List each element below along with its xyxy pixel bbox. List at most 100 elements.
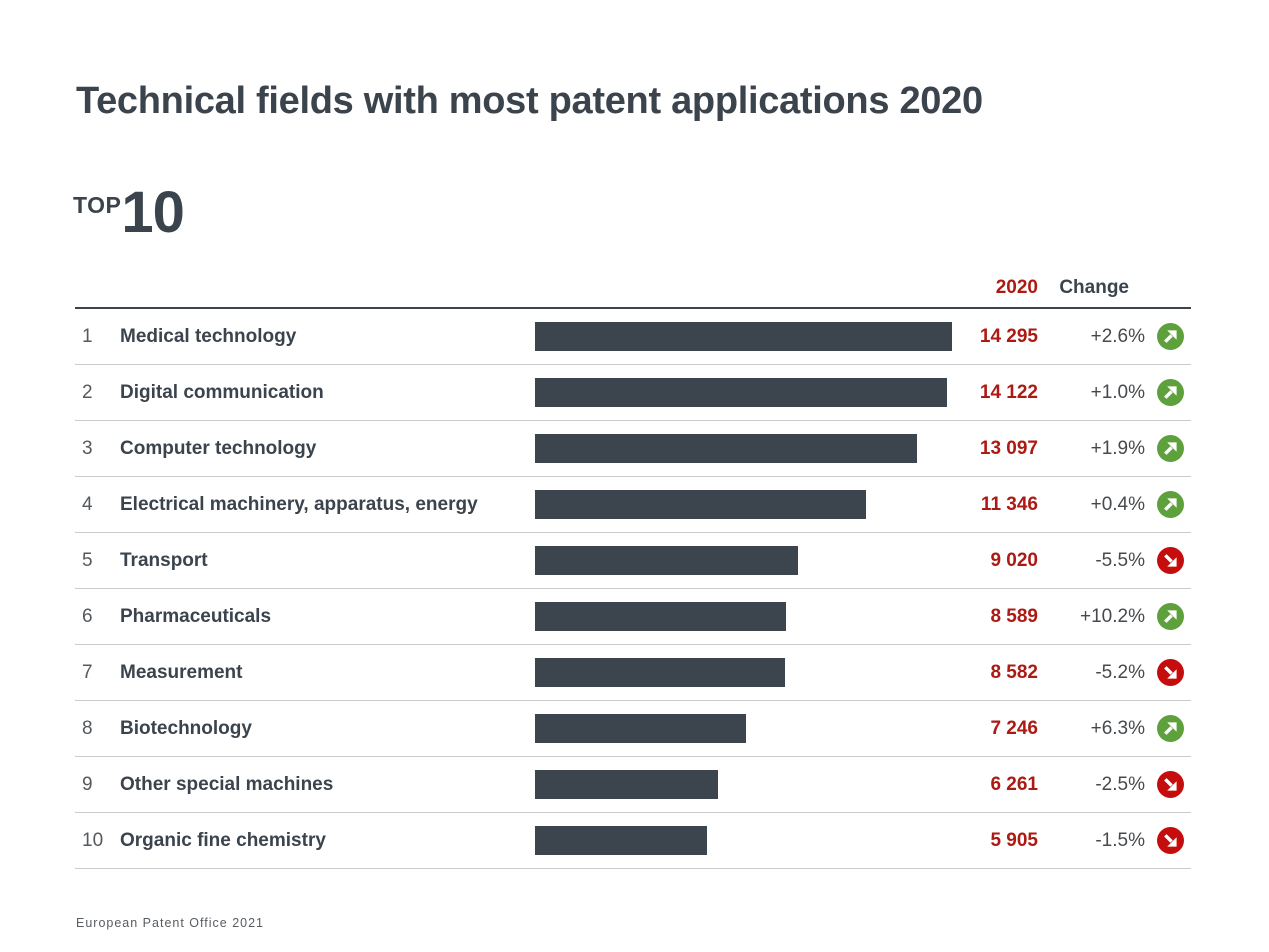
value-2020: 6 261	[990, 773, 1038, 795]
table-row: 10 Organic fine chemistry 5 905 -1.5%	[75, 813, 1191, 869]
field-name: Digital communication	[120, 381, 324, 403]
change-percent: -5.5%	[1095, 549, 1145, 571]
value-2020: 9 020	[990, 549, 1038, 571]
table-row: 5 Transport 9 020 -5.5%	[75, 533, 1191, 589]
table-row: 2 Digital communication 14 122 +1.0%	[75, 365, 1191, 421]
bar	[535, 770, 718, 799]
bar	[535, 378, 947, 407]
top10-badge: TOP 10	[73, 180, 185, 245]
bar-cell	[535, 378, 962, 407]
rank-number: 10	[82, 829, 104, 851]
field-name: Electrical machinery, apparatus, energy	[120, 493, 478, 515]
trend-up-icon	[1157, 323, 1184, 350]
bar	[535, 714, 746, 743]
trend-up-icon	[1157, 491, 1184, 518]
field-name: Medical technology	[120, 325, 297, 347]
table-row: 8 Biotechnology 7 246 +6.3%	[75, 701, 1191, 757]
table-row: 1 Medical technology 14 295 +2.6%	[75, 309, 1191, 365]
bar	[535, 490, 866, 519]
field-name: Organic fine chemistry	[120, 829, 326, 851]
top-number: 10	[121, 180, 185, 245]
bar-cell	[535, 714, 962, 743]
trend-up-icon	[1157, 603, 1184, 630]
trend-icon-cell	[1157, 659, 1191, 686]
trend-up-icon	[1157, 379, 1184, 406]
field-name: Transport	[120, 549, 208, 571]
bar	[535, 826, 707, 855]
table-row: 4 Electrical machinery, apparatus, energ…	[75, 477, 1191, 533]
trend-up-icon	[1157, 435, 1184, 462]
field-name: Other special machines	[120, 773, 334, 795]
change-percent: +10.2%	[1080, 605, 1145, 627]
value-2020: 5 905	[990, 829, 1038, 851]
rank-number: 9	[82, 773, 93, 795]
table-row: 9 Other special machines 6 261 -2.5%	[75, 757, 1191, 813]
trend-icon-cell	[1157, 715, 1191, 742]
trend-icon-cell	[1157, 435, 1191, 462]
bar-cell	[535, 770, 962, 799]
value-2020: 14 295	[979, 325, 1038, 347]
change-percent: -2.5%	[1095, 773, 1145, 795]
trend-icon-cell	[1157, 771, 1191, 798]
table-row: 7 Measurement 8 582 -5.2%	[75, 645, 1191, 701]
value-2020: 13 097	[979, 437, 1038, 459]
table-row: 6 Pharmaceuticals 8 589 +10.2%	[75, 589, 1191, 645]
value-2020: 8 589	[990, 605, 1038, 627]
bar	[535, 322, 952, 351]
trend-icon-cell	[1157, 547, 1191, 574]
bar-cell	[535, 490, 962, 519]
field-name: Computer technology	[120, 437, 317, 459]
bar-cell	[535, 434, 962, 463]
bar-cell	[535, 322, 962, 351]
bar	[535, 434, 917, 463]
change-percent: +0.4%	[1090, 493, 1145, 515]
bar	[535, 546, 798, 575]
column-header-2020: 2020	[995, 277, 1038, 298]
value-2020: 14 122	[979, 381, 1038, 403]
table-body: 1 Medical technology 14 295 +2.6% 2 Digi…	[75, 309, 1191, 869]
trend-down-icon	[1157, 659, 1184, 686]
trend-icon-cell	[1157, 491, 1191, 518]
rank-number: 8	[82, 717, 93, 739]
rank-number: 4	[82, 493, 93, 515]
trend-down-icon	[1157, 771, 1184, 798]
bar-cell	[535, 546, 962, 575]
rank-number: 7	[82, 661, 93, 683]
ranking-table: 2020 Change 1 Medical technology 14 295 …	[75, 267, 1191, 869]
trend-icon-cell	[1157, 603, 1191, 630]
page-title: Technical fields with most patent applic…	[76, 80, 983, 122]
trend-icon-cell	[1157, 379, 1191, 406]
bar-cell	[535, 602, 962, 631]
value-2020: 8 582	[990, 661, 1038, 683]
trend-icon-cell	[1157, 323, 1191, 350]
bar	[535, 602, 786, 631]
bar	[535, 658, 785, 687]
source-note: European Patent Office 2021	[76, 916, 264, 930]
column-header-change: Change	[1059, 277, 1129, 298]
trend-down-icon	[1157, 827, 1184, 854]
change-percent: +1.9%	[1090, 437, 1145, 459]
trend-down-icon	[1157, 547, 1184, 574]
field-name: Pharmaceuticals	[120, 605, 272, 627]
change-percent: +1.0%	[1090, 381, 1145, 403]
field-name: Measurement	[120, 661, 243, 683]
change-percent: +2.6%	[1090, 325, 1145, 347]
rank-number: 5	[82, 549, 93, 571]
rank-number: 6	[82, 605, 93, 627]
rank-number: 2	[82, 381, 93, 403]
change-percent: -1.5%	[1095, 829, 1145, 851]
trend-up-icon	[1157, 715, 1184, 742]
trend-icon-cell	[1157, 827, 1191, 854]
value-2020: 11 346	[980, 493, 1038, 515]
bar-cell	[535, 658, 962, 687]
rank-number: 1	[82, 325, 93, 347]
table-row: 3 Computer technology 13 097 +1.9%	[75, 421, 1191, 477]
bar-cell	[535, 826, 962, 855]
change-percent: +6.3%	[1090, 717, 1145, 739]
change-percent: -5.2%	[1095, 661, 1145, 683]
value-2020: 7 246	[990, 717, 1038, 739]
rank-number: 3	[82, 437, 93, 459]
table-header-row: 2020 Change	[75, 267, 1191, 309]
top-label: TOP	[73, 192, 122, 218]
field-name: Biotechnology	[120, 717, 252, 739]
